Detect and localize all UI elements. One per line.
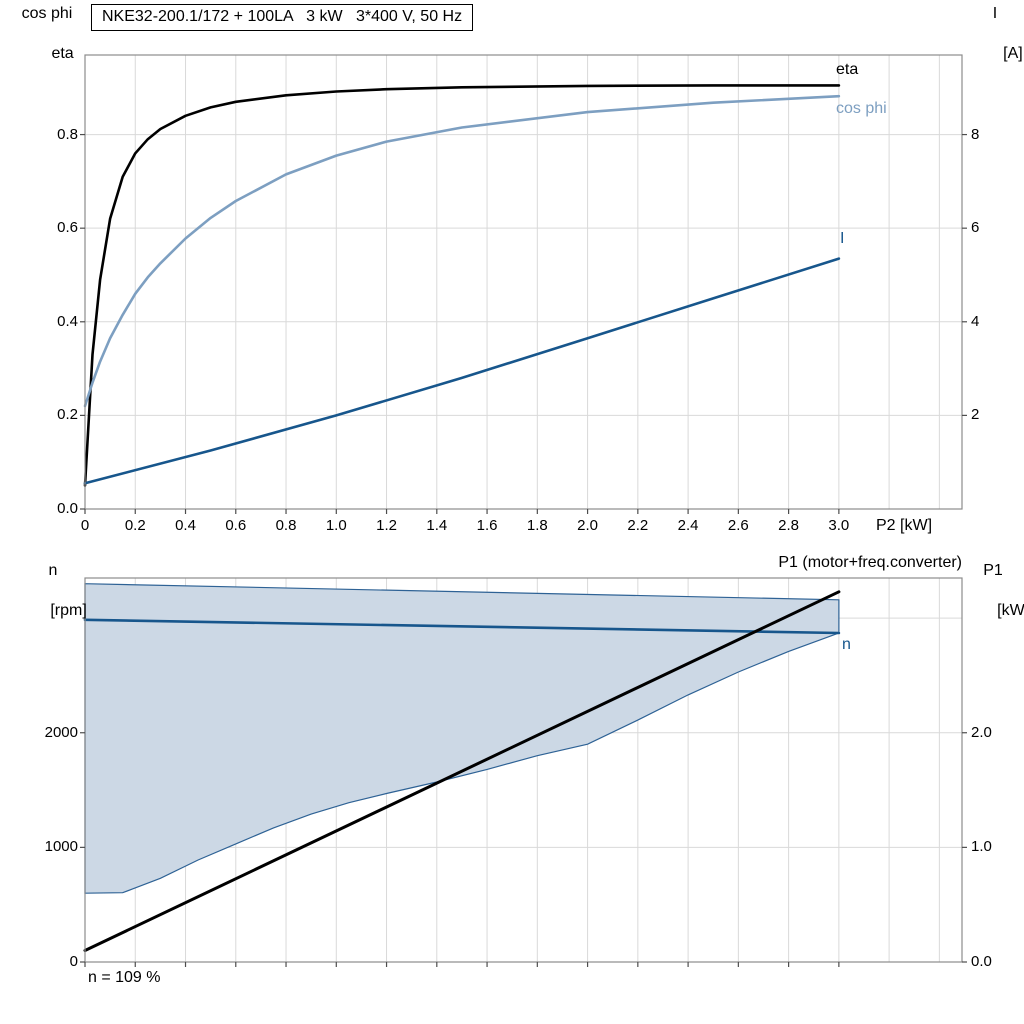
curve-eta [83,84,841,487]
y-left-tick-label: 0 [69,953,78,970]
x-tick-label: 2.0 [577,517,598,534]
x-tick-label: 0.8 [275,517,297,534]
speed-percentage-note: n = 109 % [88,969,161,986]
ampere-unit-label: [A] [1003,45,1023,62]
current-curve-label: I [840,230,845,247]
x-tick-label: 0 [80,517,90,534]
x-tick-label: 1.8 [526,517,548,534]
bottom-left-axis-title: n [rpm] [18,561,88,621]
y-right-tick-label: 1.0 [971,838,992,856]
current-axis-label: I [992,5,998,22]
chart-title: NKE32-200.1/172 + 100LA 3 kW 3*400 V, 50… [91,4,474,31]
kw-unit-label: [kW] [997,602,1024,619]
x-tick-label: 3.0 [828,517,850,534]
cos-phi-curve-label: cos phi [836,100,887,117]
y-left-tick-label: 0.8 [57,125,78,143]
cos-phi-axis-label: cos phi [21,5,73,22]
y-right-tick-label: 8 [971,125,980,143]
x-axis-label: P2 [kW] [876,517,933,534]
x-tick-label: 2.6 [727,517,749,534]
x-tick-label: 2.2 [627,517,649,534]
y-right-tick-label: 0.0 [971,953,992,970]
n-curve-label: n [842,636,851,653]
eta-axis-label: eta [51,45,74,62]
x-tick-label: 0.2 [124,517,146,534]
eta-curve-label: eta [836,61,859,78]
x-tick-label: 1.4 [426,517,448,534]
y-right-tick-label: 6 [971,219,980,237]
rpm-unit-label: [rpm] [50,602,87,619]
speed-control-range-area [84,583,840,894]
y-left-tick-label: 0.0 [57,500,78,517]
y-left-tick-label: 0.4 [57,312,78,330]
y-right-tick-label: 4 [971,312,980,330]
curve-p1-motor-freq-converter- [83,590,841,952]
y-left-tick-label: 0.2 [57,406,78,424]
p1-curve-label: P1 (motor+freq.converter) [778,554,962,571]
x-tick-label: 0.4 [175,517,196,534]
y-left-tick-label: 1000 [44,838,78,856]
top-left-axis-title: cos phi eta [6,4,88,64]
y-left-tick-label: 0.6 [57,219,78,237]
x-tick-label: 0.6 [225,517,247,534]
p1-axis-label: P1 [983,562,1003,579]
x-tick-label: 1.6 [476,517,498,534]
plot-frame [84,577,963,963]
curve-cos-phi [83,94,841,408]
y-right-tick-label: 2.0 [971,723,992,741]
x-tick-label: 2.8 [778,517,800,534]
plot-frame [84,54,963,510]
x-tick-label: 2.4 [677,517,699,534]
bottom-right-axis-title: P1 [kW] [966,561,1024,621]
x-tick-label: 1.0 [325,517,347,534]
x-tick-label: 1.2 [376,517,397,534]
speed-axis-label: n [48,562,58,579]
y-right-tick-label: 2 [971,406,980,424]
y-left-tick-label: 2000 [44,723,78,741]
top-right-axis-title: I [A] [972,4,1023,64]
curve-i [83,257,841,485]
curve-n [83,618,841,635]
